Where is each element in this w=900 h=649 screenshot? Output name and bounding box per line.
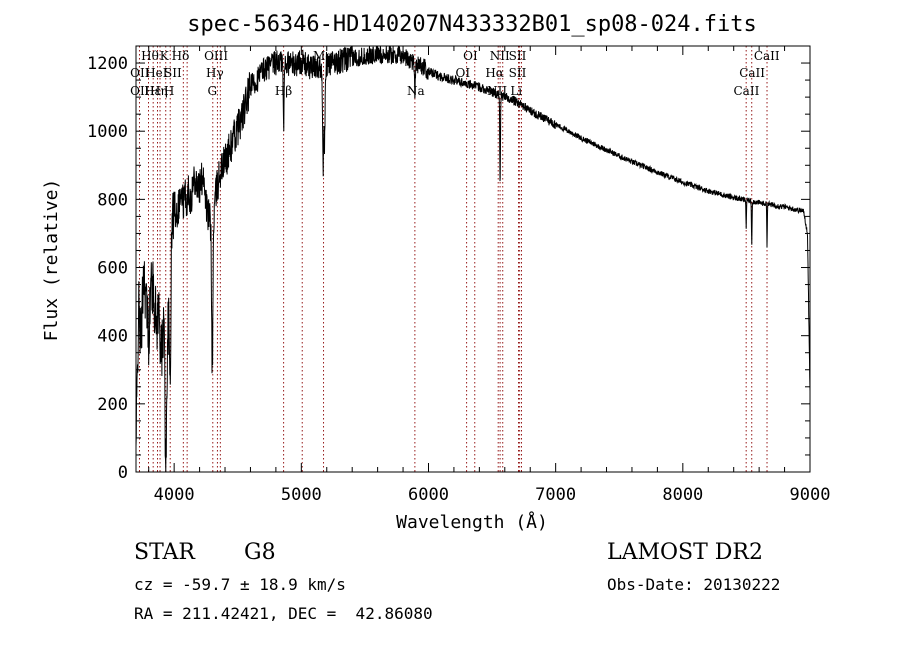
y-tick-label: 600 bbox=[97, 259, 128, 279]
x-axis: 4000 5000 6000 7000 8000 9000 bbox=[148, 46, 831, 505]
line-label: HeI bbox=[145, 66, 168, 80]
line-label: OII bbox=[130, 66, 150, 80]
plot-frame bbox=[135, 45, 811, 473]
obs-date: Obs-Date: 20130222 bbox=[607, 575, 781, 594]
line-label: OI bbox=[456, 66, 471, 80]
y-tick-label: 1000 bbox=[87, 122, 128, 142]
line-label: G bbox=[208, 84, 218, 98]
line-label: Hδ bbox=[172, 49, 190, 63]
line-label: CaII bbox=[739, 66, 765, 80]
line-label: Hθ bbox=[141, 49, 159, 63]
line-label: SII bbox=[509, 66, 527, 80]
line-label: SII bbox=[164, 66, 182, 80]
line-label: Hη bbox=[150, 84, 168, 98]
line-label: CaII bbox=[734, 84, 760, 98]
line-label: OIII bbox=[204, 49, 228, 63]
x-tick-label: 6000 bbox=[408, 485, 449, 505]
survey-name: LAMOST DR2 bbox=[607, 540, 763, 565]
line-label: Hγ bbox=[206, 66, 224, 80]
line-label: Na bbox=[407, 84, 425, 98]
x-tick-label: 4000 bbox=[154, 485, 195, 505]
line-label: OI bbox=[463, 49, 478, 63]
line-label: Hε bbox=[144, 84, 161, 98]
x-axis-label: Wavelength (Å) bbox=[396, 511, 548, 533]
y-tick-label: 400 bbox=[97, 327, 128, 347]
spectrum-line bbox=[135, 45, 811, 473]
line-label: NII bbox=[490, 49, 510, 63]
line-markers bbox=[138, 46, 768, 472]
x-tick-label: 9000 bbox=[790, 485, 831, 505]
line-label: K bbox=[160, 49, 170, 63]
object-class: STAR bbox=[134, 540, 195, 565]
y-tick-label: 0 bbox=[118, 463, 128, 483]
y-tick-label: 200 bbox=[97, 395, 128, 415]
coordinates: RA = 211.42421, DEC = 42.86080 bbox=[134, 604, 433, 623]
line-label: H bbox=[164, 84, 174, 98]
chart-title: spec-56346-HD140207N433332B01_sp08-024.f… bbox=[187, 12, 757, 37]
subclass: G8 bbox=[244, 540, 276, 565]
y-axis-label: Flux (relative) bbox=[41, 179, 62, 342]
line-label: Li bbox=[510, 84, 522, 98]
x-tick-label: 8000 bbox=[662, 485, 703, 505]
y-tick-label: 1200 bbox=[87, 54, 128, 74]
redshift: cz = -59.7 ± 18.9 km/s bbox=[134, 575, 346, 594]
line-label: SII bbox=[509, 49, 527, 63]
line-label: CaII bbox=[754, 49, 780, 63]
y-tick-label: 800 bbox=[97, 190, 128, 210]
line-label: OII bbox=[130, 84, 150, 98]
line-label: Hα bbox=[485, 66, 504, 80]
x-tick-label: 7000 bbox=[535, 485, 576, 505]
y-axis: 0 200 400 600 800 1000 1200 bbox=[87, 45, 810, 483]
x-tick-label: 5000 bbox=[281, 485, 322, 505]
